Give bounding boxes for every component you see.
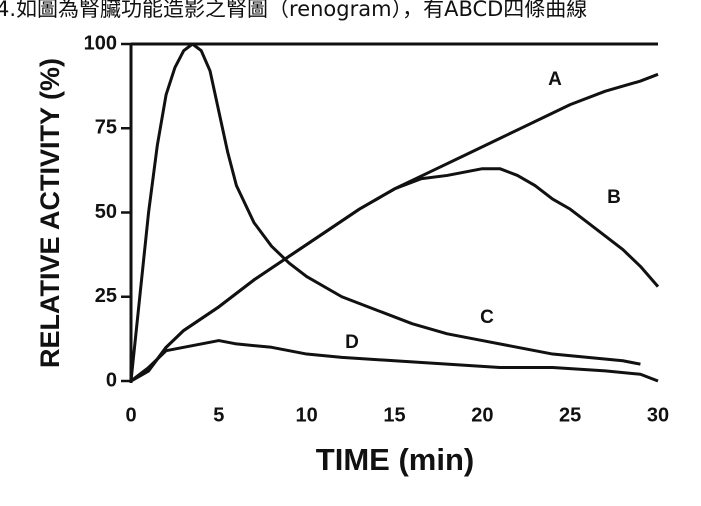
curve [129,42,641,382]
x-tick-label: 20 [471,404,493,426]
x-tick-label: 25 [559,404,581,426]
x-tick-label: 5 [213,404,224,426]
y-tick-label: 25 [95,285,117,307]
x-tick-label: 10 [296,404,318,426]
y-tick-label: 50 [95,201,117,223]
y-tick-label: 75 [95,117,117,139]
x-tick-label: 30 [647,404,669,426]
y-tick-label: 0 [106,369,117,391]
curve [130,339,659,383]
curve [130,72,659,383]
x-tick-label: 15 [383,404,405,426]
curve [130,167,660,383]
curve-label: A [548,69,562,90]
curve-label: C [480,307,494,328]
curve-label: D [345,332,359,353]
x-axis-label: TIME (min) [316,442,474,477]
y-axis-label: RELATIVE ACTIVITY (%) [35,58,65,368]
question-text: 4.如圖為腎臟功能造影之腎圖（renogram），有ABCD四條曲線 [0,0,587,21]
y-tick-label: 100 [84,32,117,54]
curve-label: B [607,187,621,208]
x-tick-label: 0 [125,404,136,426]
